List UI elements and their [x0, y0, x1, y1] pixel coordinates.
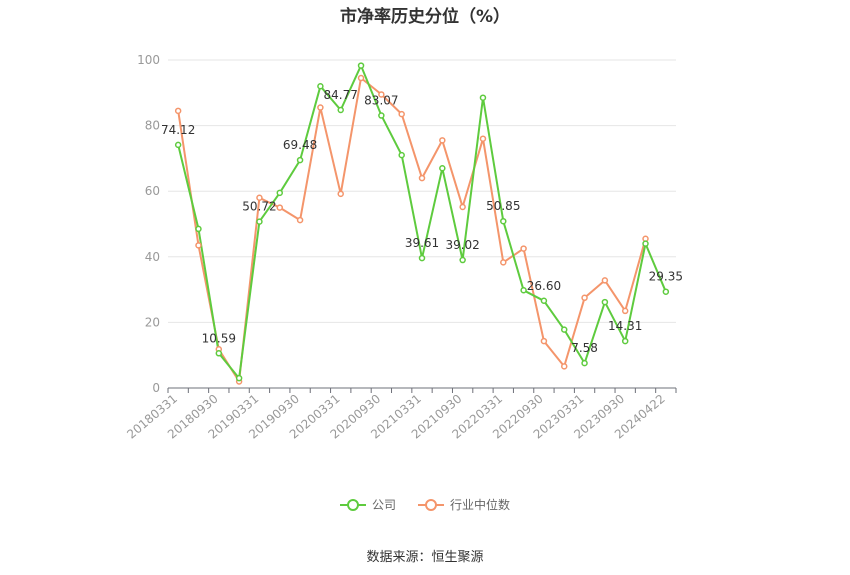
y-tick-label: 20 — [145, 315, 160, 329]
data-point-industry-median — [621, 307, 629, 315]
data-label: 14.31 — [608, 319, 642, 333]
data-point-industry-median — [276, 204, 284, 211]
data-point-company — [256, 218, 263, 225]
series-lines — [177, 64, 667, 383]
data-label: 39.02 — [445, 238, 479, 252]
data-point-industry-median — [601, 277, 609, 284]
data-point-industry-median — [398, 110, 405, 118]
data-point-company — [317, 82, 324, 90]
y-tick-label: 80 — [145, 119, 160, 133]
data-point-company — [276, 189, 284, 197]
data-point-industry-median — [520, 245, 527, 252]
data-point-company — [601, 298, 609, 306]
data-labels: 74.12 10.59 50.72 69.48 84.77 83.07 39.61 39.02… — [161, 88, 683, 355]
data-point-company — [540, 297, 548, 305]
legend-item-industry-median[interactable]: 行业中位数 — [418, 496, 510, 513]
legend-label-industry-median: 行业中位数 — [450, 498, 511, 512]
data-point-company — [296, 156, 304, 164]
data-point-industry-median — [459, 203, 466, 211]
data-source: 数据来源：恒生聚源 — [366, 550, 484, 565]
data-point-industry-median — [378, 91, 385, 98]
data-label: 10.59 — [202, 331, 236, 345]
data-point-industry-median — [317, 104, 324, 111]
data-point-industry-median — [418, 174, 426, 182]
chart-title: 市净率历史分位（%） — [339, 7, 511, 27]
data-point-company — [459, 256, 466, 264]
data-label: 50.72 — [242, 200, 276, 214]
data-label: 29.35 — [649, 270, 683, 284]
data-point-industry-median — [174, 107, 182, 115]
data-point-industry-median — [439, 137, 446, 144]
data-points — [174, 62, 670, 385]
legend-label-company: 公司 — [371, 498, 396, 512]
series-line-industry-median — [177, 77, 647, 383]
data-label: 50.85 — [486, 199, 520, 213]
data-label: 26.60 — [527, 279, 561, 293]
data-point-company — [418, 254, 426, 262]
y-tick-label: 60 — [145, 184, 160, 198]
data-point-company — [520, 287, 527, 294]
legend-item-company[interactable]: 公司 — [339, 496, 396, 513]
legend: 公司 行业中位数 — [0, 496, 850, 513]
data-point-industry-median — [500, 259, 507, 266]
data-point-company — [235, 374, 243, 382]
data-point-company — [500, 217, 507, 225]
data-point-company — [642, 240, 649, 247]
data-point-company — [479, 94, 487, 101]
data-point-industry-median — [560, 363, 568, 370]
grid-lines — [168, 59, 676, 323]
data-point-industry-median — [195, 242, 202, 249]
data-point-industry-median — [479, 135, 487, 142]
y-tick-label: 100 — [137, 53, 160, 67]
data-point-company — [215, 350, 223, 357]
legend-swatch-industry-median — [418, 498, 444, 512]
data-label: 74.12 — [161, 123, 195, 137]
y-tick-label: 0 — [152, 381, 160, 395]
data-point-company — [357, 62, 365, 69]
data-label: 69.48 — [283, 138, 317, 152]
data-point-company — [581, 359, 588, 367]
data-point-company — [439, 164, 446, 172]
series-line-company — [177, 64, 667, 380]
data-point-industry-median — [357, 74, 365, 82]
data-point-company — [662, 288, 670, 295]
data-point-industry-median — [581, 294, 588, 302]
data-point-company — [378, 112, 385, 119]
data-label: 39.61 — [405, 236, 439, 250]
y-tick-label: 40 — [145, 250, 160, 264]
data-point-company — [195, 225, 202, 233]
data-point-company — [560, 326, 568, 333]
data-point-company — [398, 151, 405, 159]
data-point-industry-median — [256, 194, 263, 202]
data-point-industry-median — [540, 337, 548, 345]
legend-swatch-company — [339, 498, 366, 512]
data-point-industry-median — [337, 190, 344, 198]
data-point-company — [174, 141, 182, 149]
data-point-company — [337, 106, 344, 114]
data-label: 83.07 — [364, 94, 398, 108]
data-label: 84.77 — [324, 88, 358, 102]
data-point-industry-median — [296, 216, 304, 224]
data-point-company — [621, 337, 629, 345]
data-label: 7.58 — [571, 341, 598, 355]
